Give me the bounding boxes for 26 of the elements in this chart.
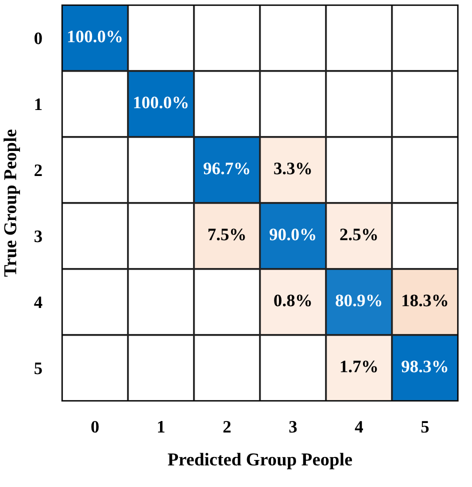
data-label: 2.5% [340, 228, 377, 240]
x-tick-label: 0 [91, 420, 99, 433]
data-label: 80.9% [336, 294, 382, 306]
x-tick-label: 5 [421, 421, 429, 433]
x-tick-label: 3 [289, 420, 297, 433]
data-label: 1.7% [340, 360, 377, 372]
data-label: 100.0% [68, 30, 122, 42]
y-tick-label: 0 [34, 32, 42, 44]
data-label: 7.5% [208, 228, 245, 240]
data-label: 0.8% [274, 294, 311, 306]
y-tick-label: 5 [34, 362, 42, 374]
x-tick-label: 4 [354, 421, 364, 432]
data-label: 90.0% [270, 228, 316, 240]
data-label: 96.7% [204, 162, 250, 174]
y-axis-title: True Group People [4, 130, 20, 277]
data-label: 98.3% [402, 360, 448, 372]
x-axis-title: Predicted Group People [168, 452, 352, 470]
y-tick-label: 4 [34, 296, 42, 308]
data-label: 18.3% [402, 294, 448, 306]
x-tick-label: 1 [158, 421, 164, 432]
y-tick-label: 3 [34, 230, 42, 242]
y-tick-label: 1 [35, 98, 42, 110]
data-label: 3.3% [274, 162, 311, 174]
data-label: 100.0% [134, 96, 188, 108]
y-tick-label: 2 [34, 164, 42, 176]
x-tick-label: 2 [223, 420, 231, 432]
